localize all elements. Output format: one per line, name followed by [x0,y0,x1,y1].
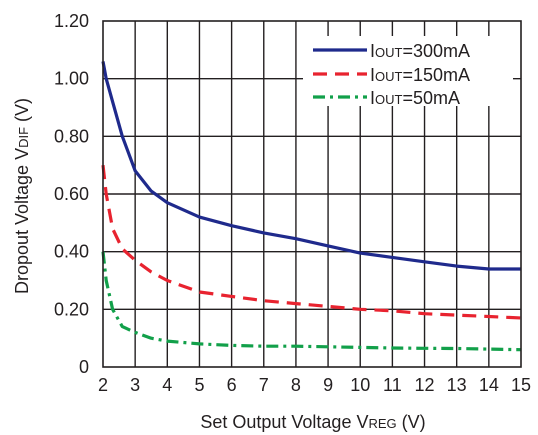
x-tick-label: 5 [194,375,204,395]
legend-label-2: IOUT=150mA [370,65,470,85]
x-tick-label: 10 [350,375,370,395]
y-tick-label: 1.00 [54,69,89,89]
x-tick-label: 3 [130,375,140,395]
x-tick-label: 11 [383,375,402,395]
tick-labels: 2 3 4 5 6 7 8 9 10 11 12 13 14 15 0 0.20 0.40 0.60 0.80 1.0… [54,11,531,395]
y-tick-label: 1.20 [54,11,89,31]
plot-frame [102,20,522,368]
x-tick-label: 7 [259,375,269,395]
x-tick-label: 8 [291,375,301,395]
x-tick-label: 13 [447,375,467,395]
y-tick-label: 0.20 [54,299,89,319]
legend-label-1: IOUT=300mA [370,41,470,61]
legend-background [303,36,513,106]
y-tick-label: 0.60 [54,184,89,204]
series-lines [101,61,522,352]
x-tick-label: 9 [323,375,333,395]
series-line-2 [101,165,522,320]
legend: IOUT=300mA IOUT=150mA IOUT=50mA [303,36,513,108]
series-line-3 [101,251,522,352]
y-tick-label: 0.80 [54,126,89,146]
legend-label-3: IOUT=50mA [370,88,460,108]
y-tick-label: 0 [79,357,89,377]
x-tick-label: 15 [511,375,531,395]
x-tick-label: 2 [98,375,108,395]
y-tick-label: 0.40 [54,242,89,262]
y-axis-title: Dropout Voltage VDIF (V) [12,98,32,294]
series-line-1 [101,61,521,271]
x-tick-label: 4 [162,375,172,395]
x-tick-label: 12 [415,375,435,395]
x-axis-title: Set Output Voltage VREG (V) [200,412,425,432]
plot-border [102,20,522,368]
x-tick-label: 14 [479,375,499,395]
x-tick-label: 6 [227,375,237,395]
